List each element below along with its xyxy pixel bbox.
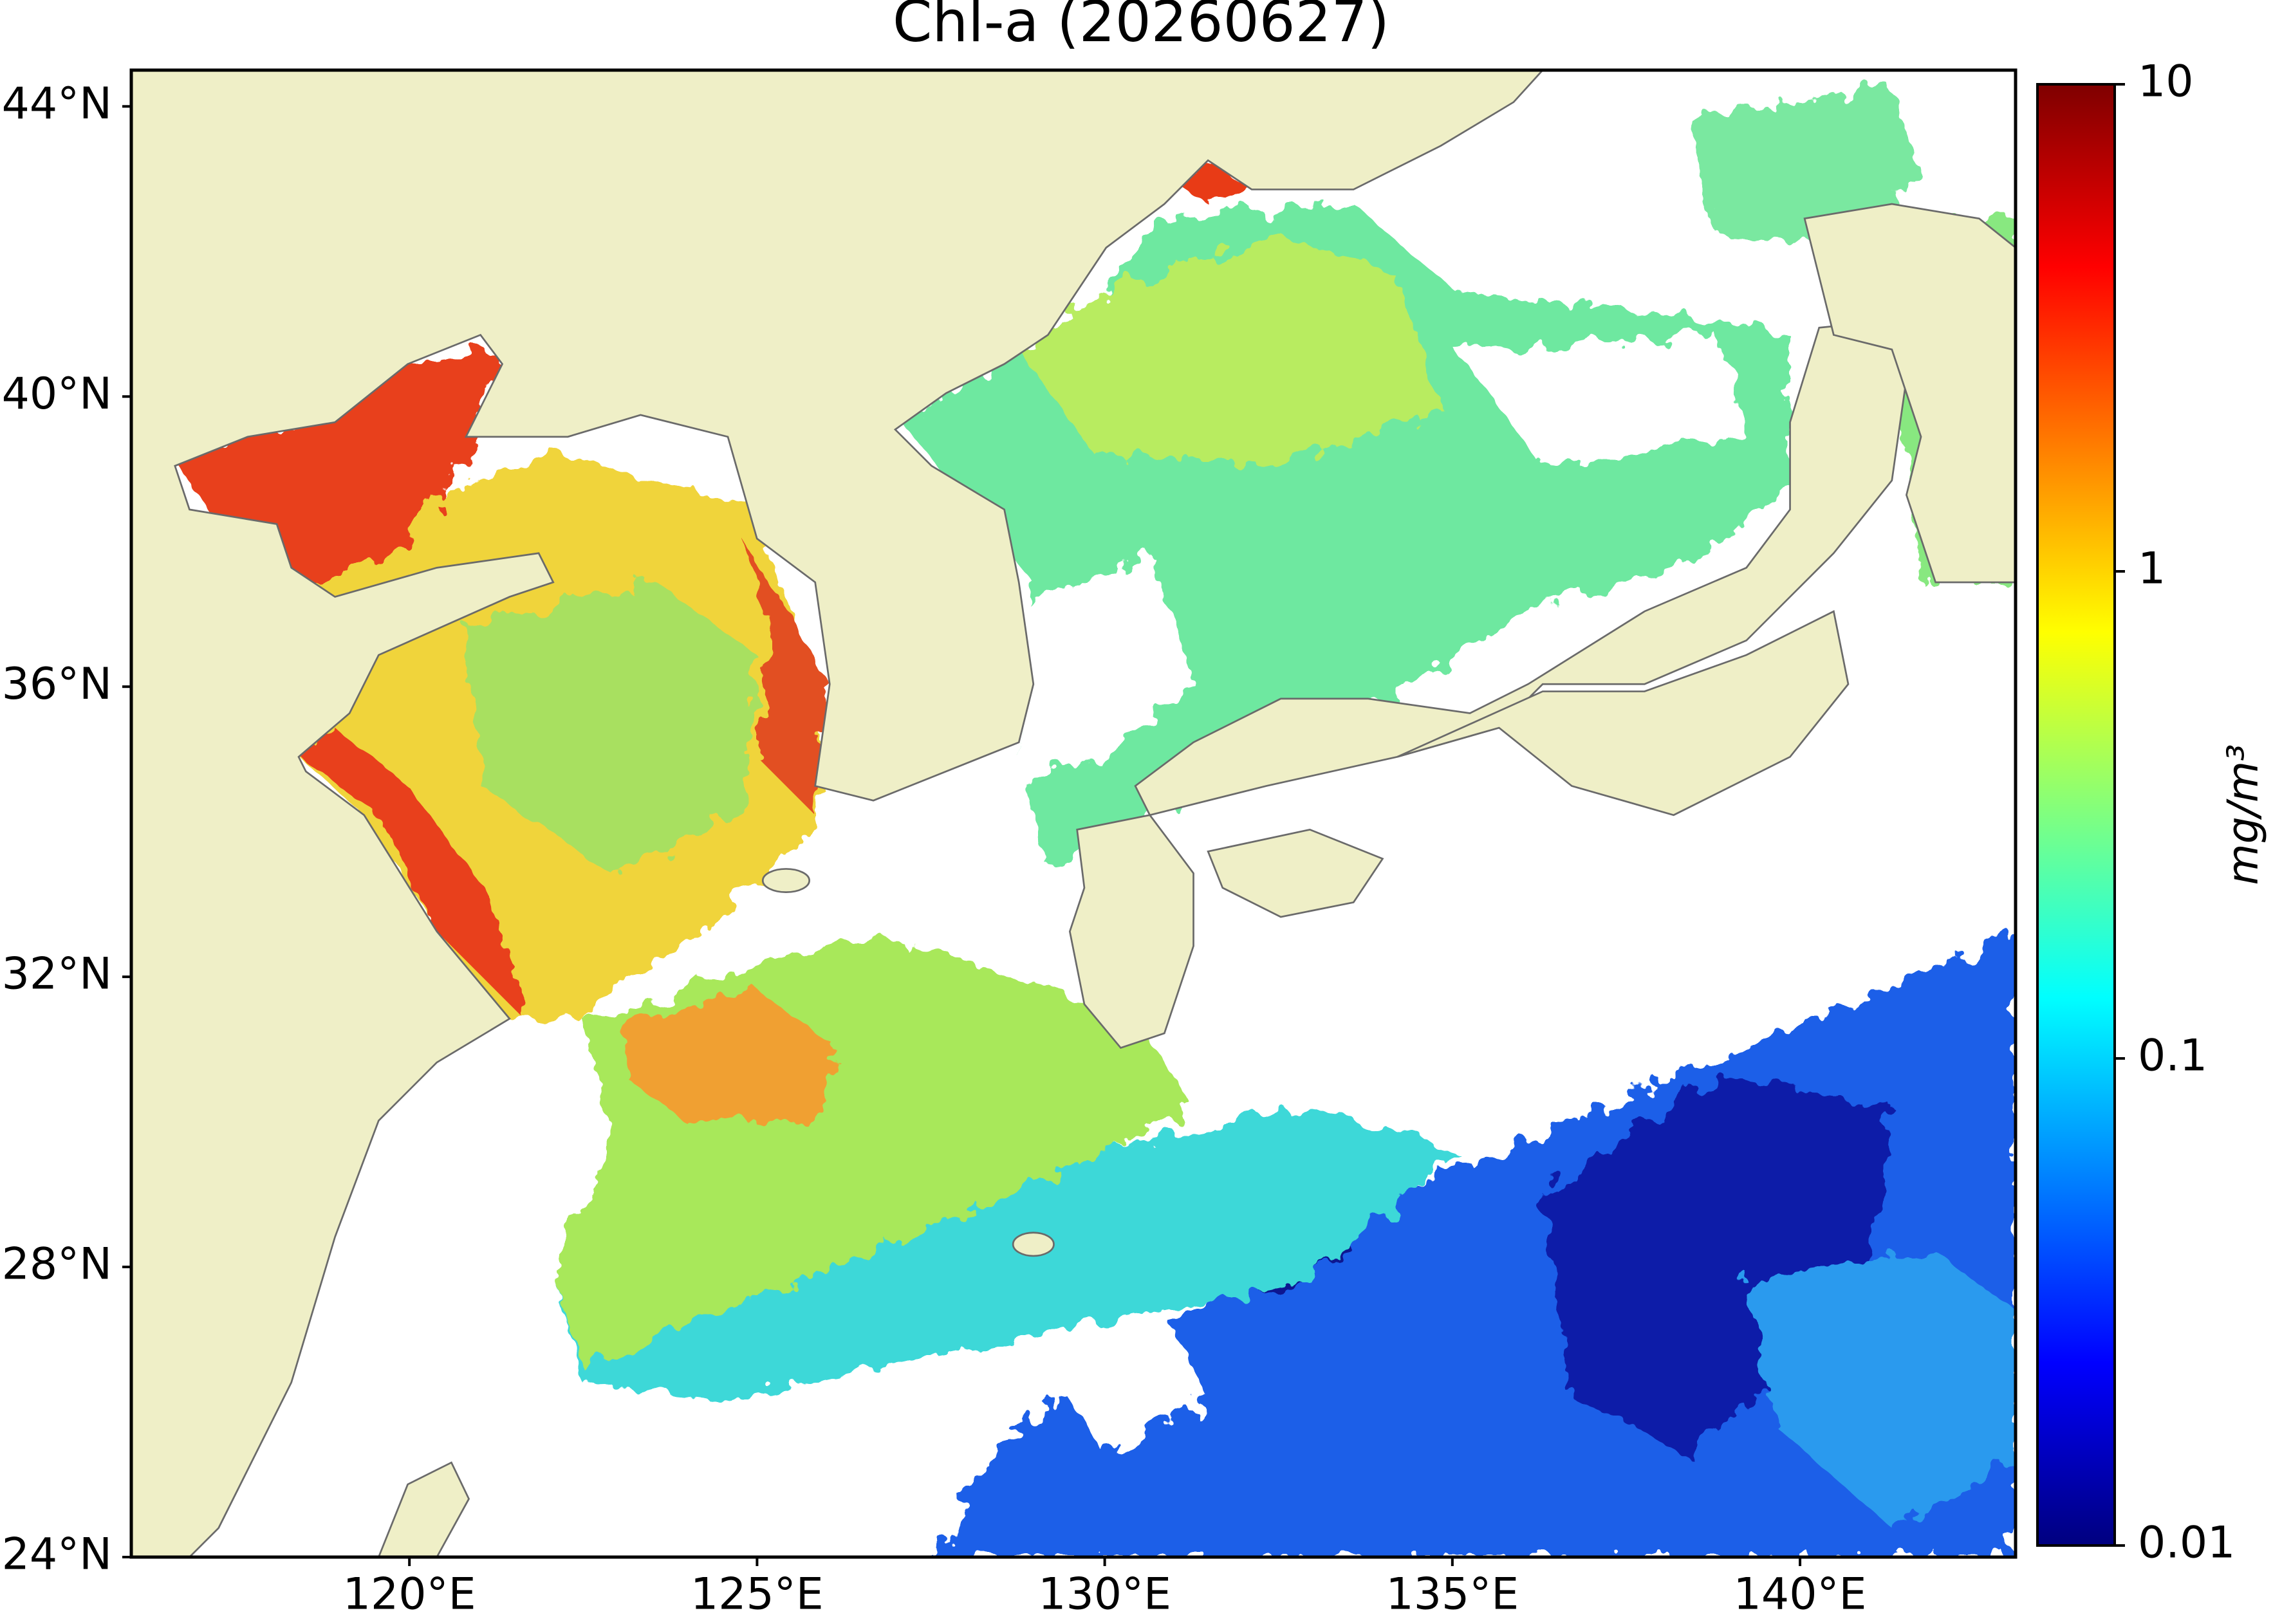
y-tick-label: 40°N: [2, 369, 112, 420]
colorbar-tick-label: 0.1: [2138, 1031, 2207, 1082]
cloud-mask: [873, 335, 2016, 1455]
chl-very-high: [299, 728, 524, 1019]
colorbar-tick-label: 10: [2138, 57, 2194, 107]
x-tick-label: 125°E: [691, 1569, 824, 1620]
colorbar-tick-label: 1: [2138, 544, 2166, 595]
chl-low: [1746, 1251, 2016, 1528]
chl-mid: [1688, 88, 1922, 248]
map-panel: [131, 70, 2016, 1557]
x-tick-label: 135°E: [1386, 1569, 1519, 1620]
colorbar: [2036, 83, 2116, 1547]
y-tick-label: 44°N: [2, 78, 112, 129]
x-tick-label: 120°E: [343, 1569, 476, 1620]
chl-very-low: [1543, 1076, 1892, 1455]
y-tick-label: 32°N: [2, 949, 112, 1000]
y-tick-label: 24°N: [2, 1529, 112, 1580]
colorbar-label: mg/m³: [2218, 744, 2268, 885]
land: [131, 70, 2016, 1557]
chl-mid: [553, 1106, 1456, 1398]
chl-mid: [466, 582, 757, 874]
chl-high: [626, 990, 837, 1121]
y-tick-label: 28°N: [2, 1239, 112, 1290]
chl-mid: [1019, 233, 1441, 466]
map-title: Chl-a (20260627): [893, 0, 1389, 55]
x-tick-label: 140°E: [1734, 1569, 1867, 1620]
map-frame: [129, 68, 2018, 1559]
x-tick-label: 130°E: [1038, 1569, 1171, 1620]
y-tick-label: 36°N: [2, 659, 112, 710]
chl-very-high: [742, 539, 830, 815]
colorbar-tick-label: 0.01: [2138, 1518, 2235, 1569]
